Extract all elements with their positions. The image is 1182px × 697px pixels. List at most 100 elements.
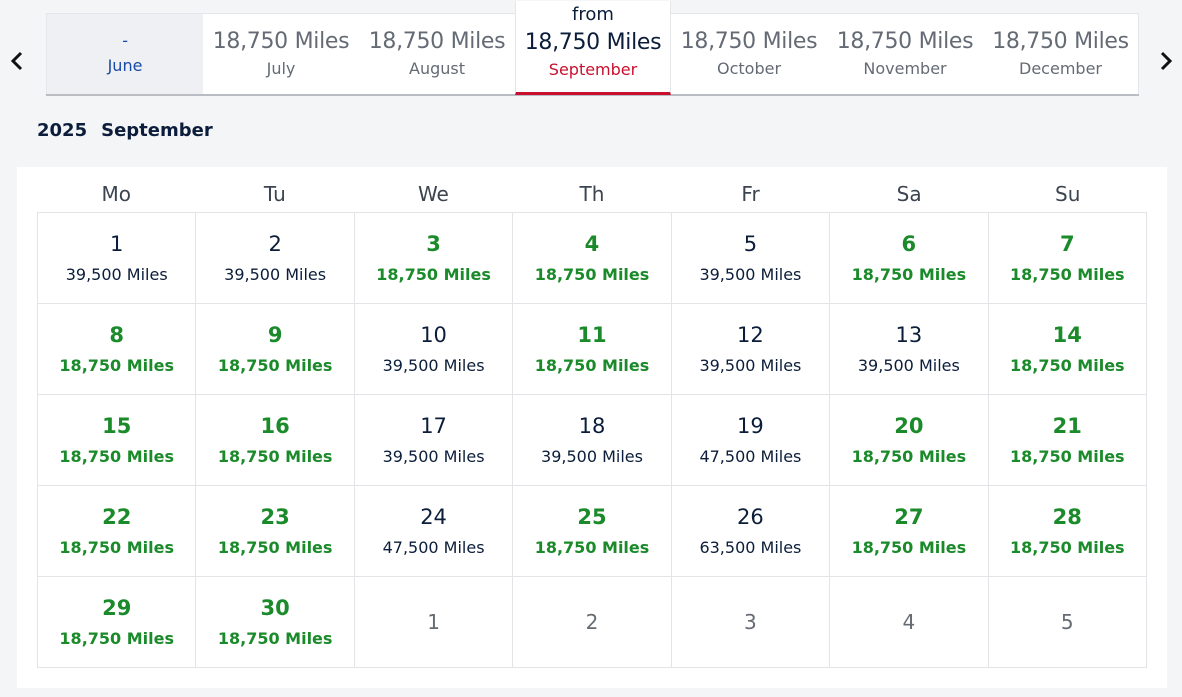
calendar-day[interactable]: 20 18,750 Miles [830,395,989,486]
next-months-button[interactable] [1155,48,1177,74]
day-number: 29 [102,596,132,620]
day-miles-price: 39,500 Miles [65,265,168,284]
day-miles-price: 18,750 Miles [217,447,333,466]
calendar-day[interactable]: 16 18,750 Miles [196,395,355,486]
calendar-day[interactable]: 29 18,750 Miles [38,577,197,668]
day-miles-price: 39,500 Miles [382,356,485,375]
calendar-day-outside: 2 [513,577,672,668]
calendar-day[interactable]: 24 47,500 Miles [354,486,514,577]
day-miles-price: 18,750 Miles [59,629,174,648]
day-number: 2 [585,610,599,634]
calendar-grid: 1 39,500 Miles 2 39,500 Miles 3 18,750 Miles 4… [37,212,1147,668]
day-miles-price: 47,500 Miles [699,447,802,466]
day-number: 7 [1059,232,1075,256]
calendar-day[interactable]: 15 18,750 Miles [38,395,197,486]
day-number: 4 [584,232,600,256]
day-number: 12 [737,323,764,347]
day-number: 13 [895,323,923,347]
calendar-year: 2025 [37,120,88,141]
day-number: 14 [1052,323,1082,347]
calendar-day[interactable]: 27 18,750 Miles [830,486,989,577]
calendar-day[interactable]: 19 47,500 Miles [671,395,831,486]
month-tab-july[interactable]: 18,750 Miles July [203,14,359,94]
day-miles-price: 18,750 Miles [217,356,333,375]
month-name: August [409,59,465,78]
day-miles-price: 39,500 Miles [541,447,643,466]
day-number: 24 [420,505,447,529]
month-from-label: from [572,4,614,25]
calendar-day[interactable]: 14 18,750 Miles [988,304,1147,395]
month-tab-june: - June [47,14,203,94]
day-miles-price: 18,750 Miles [217,538,333,557]
day-miles-price: 18,750 Miles [534,265,650,284]
calendar-day[interactable]: 3 18,750 Miles [354,213,514,304]
month-price: 18,750 Miles [524,30,662,55]
weekday-header: Mo Tu We Th Fr Sa Su [37,175,1147,213]
day-number: 5 [1060,610,1074,634]
day-number: 3 [744,610,757,634]
day-number: 19 [737,414,764,438]
calendar-day[interactable]: 6 18,750 Miles [830,213,989,304]
calendar-month: September [101,120,213,141]
calendar-day[interactable]: 5 39,500 Miles [671,213,831,304]
calendar-day[interactable]: 10 39,500 Miles [354,304,514,395]
calendar-day[interactable]: 18 39,500 Miles [513,395,672,486]
calendar-day[interactable]: 2 39,500 Miles [196,213,355,304]
weekday-label: Mo [101,182,132,206]
calendar-day[interactable]: 13 39,500 Miles [830,304,989,395]
month-tab-august[interactable]: 18,750 Miles August [359,14,515,94]
month-tab-december[interactable]: 18,750 Miles December [983,14,1138,94]
calendar-day[interactable]: 11 18,750 Miles [513,304,672,395]
day-number: 2 [268,232,282,256]
month-price: - [122,31,128,50]
day-number: 5 [743,232,758,256]
day-number: 4 [902,610,916,634]
chevron-right-icon [1160,51,1173,71]
previous-months-button[interactable] [6,48,28,74]
day-miles-price: 39,500 Miles [224,265,327,284]
day-miles-price: 18,750 Miles [59,356,174,375]
day-number: 17 [420,414,447,438]
day-miles-price: 39,500 Miles [699,265,802,284]
calendar-day-outside: 3 [671,577,831,668]
day-miles-price: 18,750 Miles [1009,447,1125,466]
day-number: 3 [426,232,441,256]
calendar-day[interactable]: 12 39,500 Miles [671,304,831,395]
calendar-day[interactable]: 8 18,750 Miles [38,304,197,395]
calendar-day[interactable]: 22 18,750 Miles [38,486,197,577]
month-name: October [716,59,782,78]
day-miles-price: 18,750 Miles [1009,265,1125,284]
calendar-day[interactable]: 21 18,750 Miles [988,395,1147,486]
day-number: 25 [577,505,607,529]
day-miles-price: 18,750 Miles [851,447,967,466]
calendar-day[interactable]: 30 18,750 Miles [196,577,355,668]
calendar-panel: Mo Tu We Th Fr Sa Su 1 39,500 Miles 2 39,50… [17,167,1167,688]
month-tab-november[interactable]: 18,750 Miles November [827,14,983,94]
day-number: 1 [110,232,124,256]
calendar-day[interactable]: 25 18,750 Miles [513,486,672,577]
day-number: 22 [102,505,132,529]
calendar-day[interactable]: 23 18,750 Miles [196,486,355,577]
day-number: 21 [1052,414,1082,438]
day-miles-price: 18,750 Miles [217,629,333,648]
calendar-day[interactable]: 1 39,500 Miles [38,213,197,304]
calendar-day[interactable]: 9 18,750 Miles [196,304,355,395]
month-tab-september[interactable]: from 18,750 Miles September [515,1,671,95]
day-number: 26 [737,505,764,529]
day-miles-price: 18,750 Miles [851,538,967,557]
calendar-day[interactable]: 26 63,500 Miles [671,486,831,577]
day-number: 18 [578,414,606,438]
day-number: 9 [267,323,283,347]
day-miles-price: 18,750 Miles [1009,538,1125,557]
calendar-day[interactable]: 4 18,750 Miles [513,213,672,304]
calendar-day[interactable]: 28 18,750 Miles [988,486,1147,577]
day-miles-price: 39,500 Miles [382,447,485,466]
month-tab-october[interactable]: 18,750 Miles October [671,14,827,94]
day-number: 10 [420,323,447,347]
day-number: 20 [894,414,924,438]
chevron-left-icon [10,51,23,71]
calendar-day-outside: 4 [830,577,989,668]
calendar-day[interactable]: 7 18,750 Miles [988,213,1147,304]
calendar-heading: 2025 September [37,120,227,141]
calendar-day[interactable]: 17 39,500 Miles [354,395,514,486]
